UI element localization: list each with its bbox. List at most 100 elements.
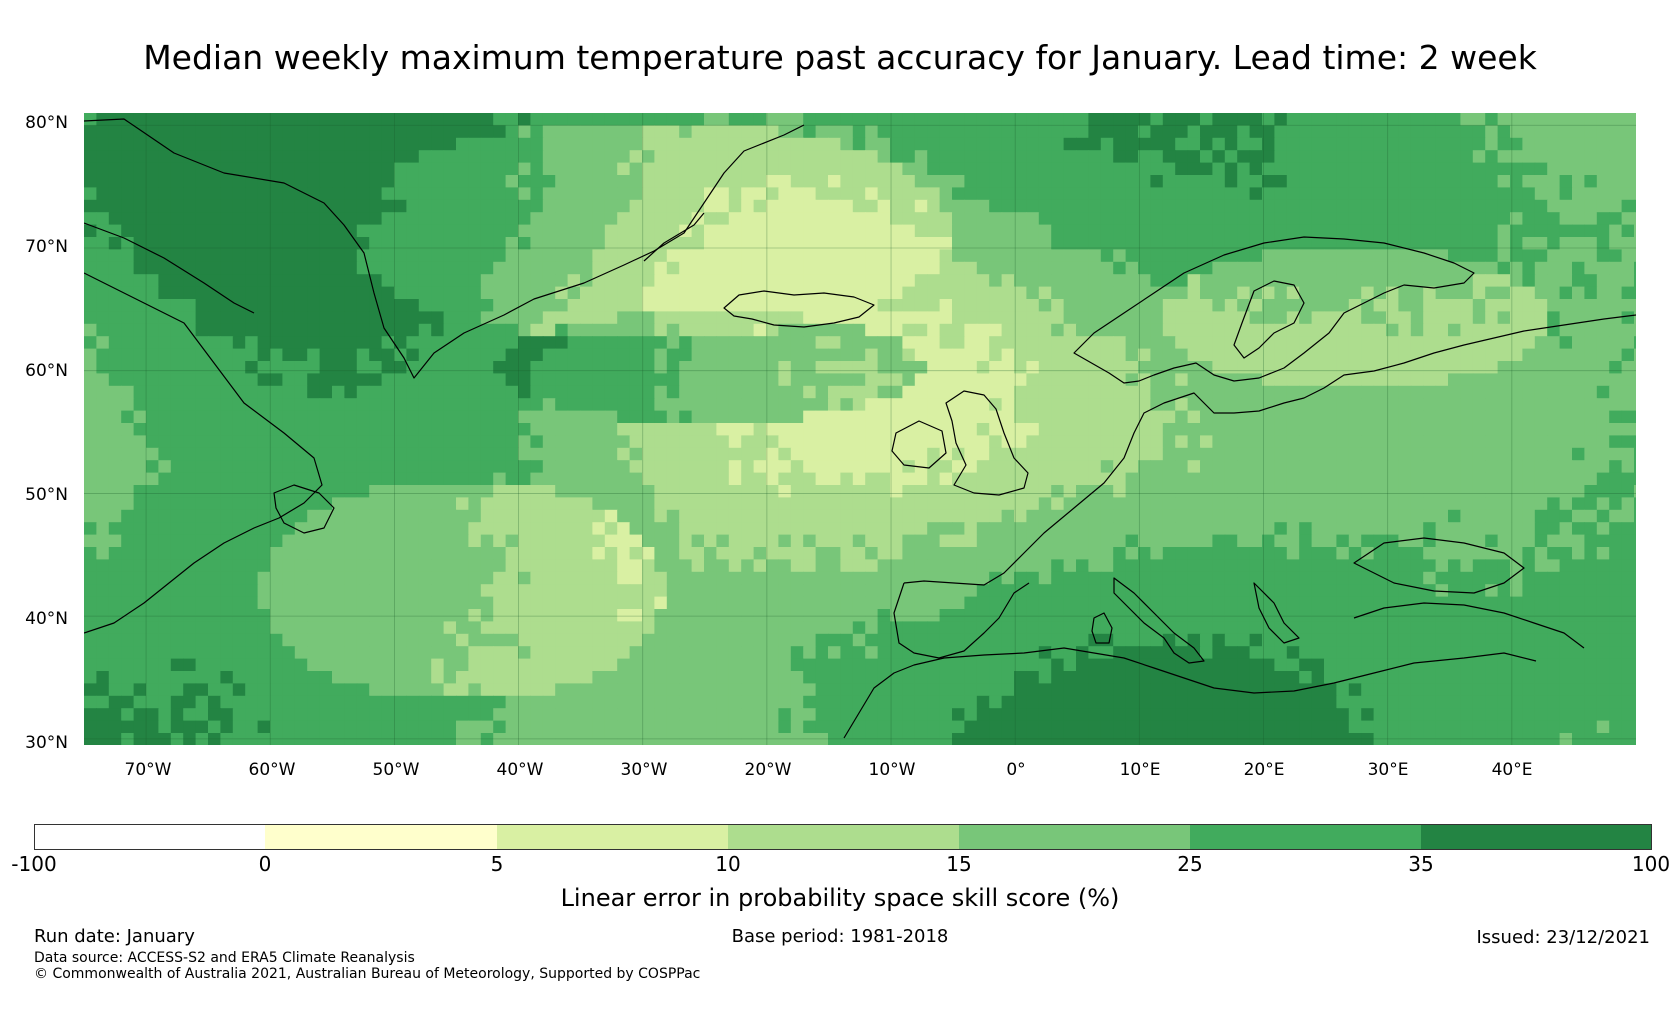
skill-cell: [1435, 212, 1449, 226]
skill-cell: [1162, 224, 1176, 238]
skill-cell: [716, 398, 730, 412]
skill-cell: [158, 571, 172, 585]
skill-cell: [418, 571, 432, 585]
skill-cell: [133, 547, 147, 560]
skill-cell: [865, 423, 879, 436]
skill-cell: [1559, 348, 1573, 362]
skill-cell: [542, 596, 556, 610]
skill-cell: [530, 596, 544, 610]
skill-cell: [319, 113, 333, 126]
skill-cell: [679, 385, 693, 399]
skill-cell: [1596, 385, 1610, 399]
skill-cell: [1162, 336, 1176, 350]
skill-cell: [1200, 559, 1213, 573]
skill-cell: [1534, 348, 1548, 362]
skill-cell: [1336, 212, 1350, 226]
skill-cell: [1423, 299, 1437, 312]
skill-cell: [865, 137, 879, 151]
skill-cell: [902, 584, 916, 598]
skill-cell: [332, 113, 345, 126]
skill-cell: [1423, 125, 1437, 139]
skill-cell: [617, 534, 631, 548]
skill-cell: [1274, 299, 1288, 312]
skill-cell: [121, 460, 135, 474]
skill-cell: [1634, 150, 1636, 164]
skill-cell: [1634, 522, 1636, 536]
skill-cell: [567, 410, 581, 424]
skill-cell: [195, 460, 209, 474]
skill-cell: [1435, 150, 1449, 164]
skill-cell: [1398, 522, 1412, 536]
skill-cell: [1621, 274, 1635, 288]
skill-cell: [1584, 398, 1598, 412]
skill-cell: [1596, 113, 1610, 126]
skill-cell: [1448, 137, 1461, 151]
skill-cell: [1510, 299, 1523, 312]
skill-cell: [1435, 472, 1449, 486]
skill-cell: [1113, 559, 1127, 573]
skill-cell: [1051, 435, 1065, 449]
skill-cell: [133, 447, 147, 461]
skill-cell: [790, 398, 804, 412]
skill-cell: [505, 237, 519, 250]
skill-cell: [183, 584, 197, 598]
skill-cell: [1212, 547, 1226, 560]
skill-cell: [976, 571, 990, 585]
skill-cell: [195, 497, 209, 511]
skill-cell: [344, 261, 358, 275]
skill-cell: [183, 162, 197, 176]
skill-cell: [1621, 286, 1635, 300]
skill-cell: [939, 447, 953, 461]
skill-cell: [1212, 460, 1226, 474]
skill-cell: [1398, 274, 1412, 288]
skill-cell: [1460, 398, 1474, 412]
skill-cell: [530, 125, 544, 139]
skill-cell: [530, 410, 544, 424]
skill-cell: [530, 385, 544, 399]
skill-cell: [1088, 311, 1102, 325]
skill-cell: [1448, 249, 1461, 263]
skill-cell: [270, 398, 283, 412]
skill-cell: [1448, 410, 1461, 424]
skill-cell: [939, 237, 953, 250]
skill-cell: [766, 286, 779, 300]
skill-cell: [530, 571, 544, 585]
skill-score-map[interactable]: [84, 113, 1636, 745]
skill-cell: [1212, 373, 1226, 387]
skill-cell: [766, 472, 779, 486]
skill-cell: [1026, 584, 1040, 598]
skill-cell: [356, 187, 370, 201]
skill-cell: [1596, 137, 1610, 151]
skill-cell: [580, 584, 593, 598]
skill-cell: [530, 249, 544, 263]
skill-cell: [1423, 410, 1437, 424]
skill-cell: [108, 311, 122, 325]
skill-cell: [456, 162, 469, 176]
skill-cell: [890, 361, 903, 374]
skill-cell: [555, 485, 569, 498]
skill-cell: [828, 249, 841, 263]
skill-cell: [1435, 274, 1449, 288]
skill-cell: [753, 472, 767, 486]
skill-cell: [840, 497, 854, 511]
skill-cell: [617, 323, 631, 337]
skill-cell: [617, 150, 631, 164]
skill-cell: [1138, 249, 1151, 263]
skill-cell: [592, 175, 606, 188]
skill-cell: [319, 472, 333, 486]
skill-cell: [617, 311, 631, 325]
skill-cell: [542, 299, 556, 312]
skill-cell: [1510, 274, 1523, 288]
skill-cell: [1051, 274, 1065, 288]
skill-cell: [964, 472, 978, 486]
skill-cell: [790, 584, 804, 598]
skill-cell: [790, 274, 804, 288]
skill-cell: [555, 435, 569, 449]
skill-cell: [431, 571, 445, 585]
skill-cell: [406, 286, 420, 300]
skill-cell: [1014, 348, 1027, 362]
skill-cell: [666, 398, 680, 412]
skill-cell: [245, 150, 259, 164]
skill-cell: [146, 485, 159, 498]
skill-cell: [902, 447, 916, 461]
